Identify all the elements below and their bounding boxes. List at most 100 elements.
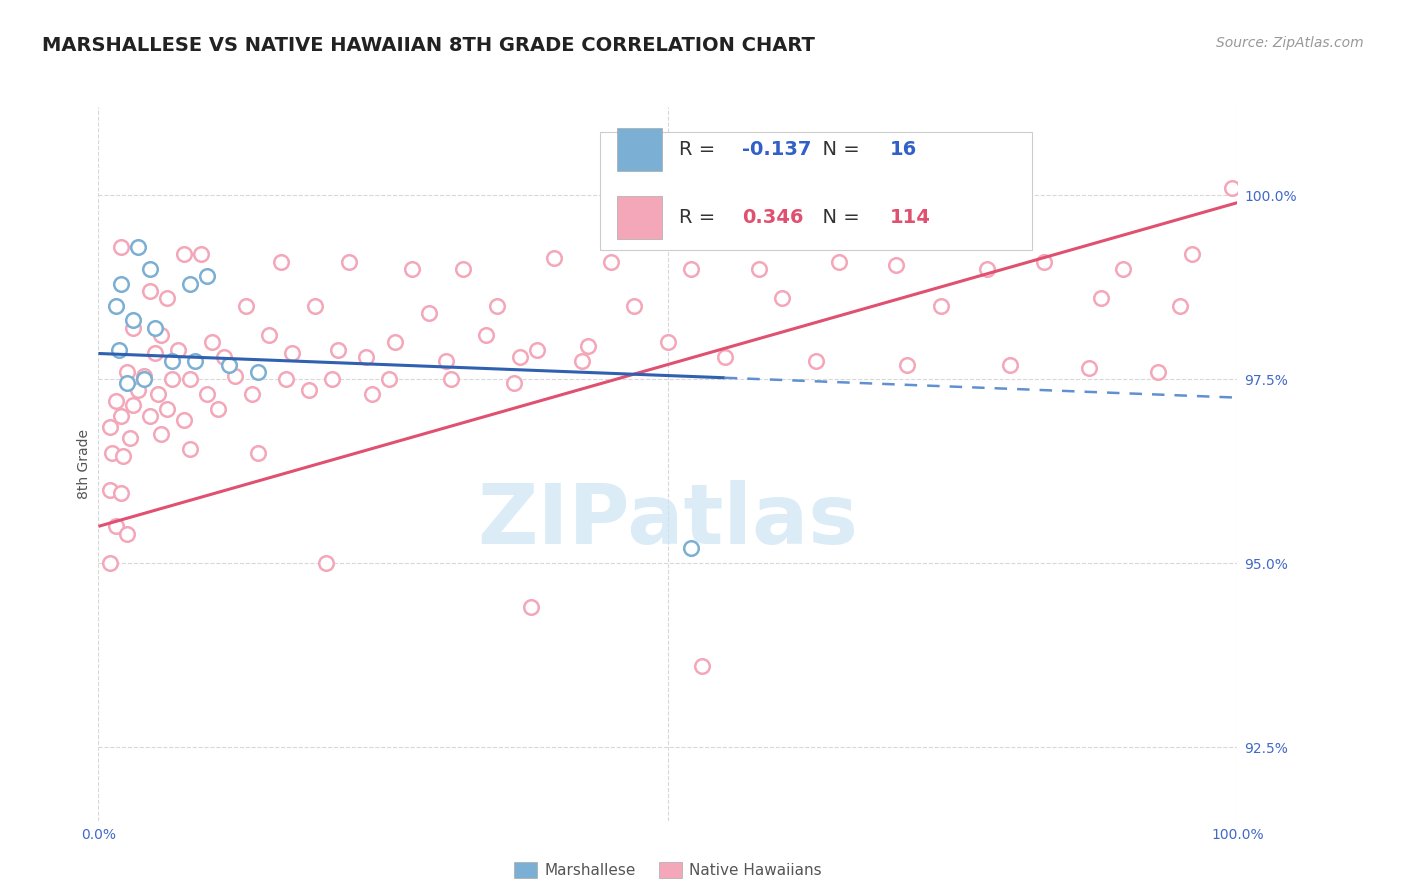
- Point: [896, 358, 918, 372]
- Point: [110, 409, 132, 423]
- Point: [173, 413, 195, 427]
- Point: [235, 299, 257, 313]
- Point: [451, 261, 474, 276]
- Point: [121, 398, 143, 412]
- Point: [1112, 261, 1135, 276]
- Point: [326, 343, 349, 357]
- Point: [337, 254, 360, 268]
- Point: [418, 306, 440, 320]
- Bar: [617, 196, 662, 239]
- Point: [240, 387, 263, 401]
- Point: [679, 261, 702, 276]
- Point: [190, 247, 212, 261]
- Point: [434, 354, 457, 368]
- Point: [108, 343, 131, 357]
- Point: [104, 299, 127, 313]
- Text: N =: N =: [810, 208, 866, 227]
- Point: [690, 659, 713, 673]
- Point: [1170, 299, 1192, 313]
- Point: [115, 526, 138, 541]
- Point: [121, 320, 143, 334]
- Point: [127, 240, 149, 254]
- Point: [145, 346, 167, 360]
- Point: [543, 251, 565, 265]
- Point: [132, 368, 155, 383]
- Point: [146, 387, 169, 401]
- Point: [110, 240, 132, 254]
- Legend: Marshallese, Native Hawaiians: Marshallese, Native Hawaiians: [508, 856, 828, 884]
- Point: [179, 277, 201, 291]
- Point: [401, 261, 423, 276]
- Point: [138, 261, 160, 276]
- Point: [173, 247, 195, 261]
- Point: [657, 335, 679, 350]
- Point: [98, 556, 121, 570]
- Text: Source: ZipAtlas.com: Source: ZipAtlas.com: [1216, 36, 1364, 50]
- Point: [321, 372, 343, 386]
- Point: [354, 350, 377, 364]
- Point: [246, 446, 269, 460]
- Point: [110, 277, 132, 291]
- Point: [360, 387, 382, 401]
- Point: [195, 387, 218, 401]
- Point: [98, 420, 121, 434]
- Point: [167, 343, 190, 357]
- Text: ZIPatlas: ZIPatlas: [478, 481, 858, 561]
- Text: R =: R =: [679, 208, 721, 227]
- Point: [1181, 247, 1204, 261]
- Point: [486, 299, 509, 313]
- Point: [104, 519, 127, 533]
- Point: [884, 258, 907, 272]
- Point: [440, 372, 463, 386]
- Point: [162, 354, 184, 368]
- Point: [156, 401, 179, 416]
- Point: [384, 335, 406, 350]
- Point: [276, 372, 298, 386]
- Point: [104, 394, 127, 409]
- Point: [378, 372, 401, 386]
- Point: [270, 254, 292, 268]
- Point: [115, 376, 138, 390]
- Point: [138, 409, 160, 423]
- Point: [115, 365, 138, 379]
- Point: [1078, 361, 1101, 376]
- Point: [110, 486, 132, 500]
- Point: [748, 261, 770, 276]
- Bar: [617, 128, 662, 171]
- Point: [600, 254, 623, 268]
- Point: [162, 372, 184, 386]
- Point: [120, 431, 142, 445]
- Point: [179, 372, 201, 386]
- Point: [526, 343, 548, 357]
- Point: [207, 401, 229, 416]
- Text: 0.346: 0.346: [742, 208, 803, 227]
- Point: [218, 358, 240, 372]
- Text: 16: 16: [890, 140, 917, 160]
- Point: [101, 446, 124, 460]
- Point: [127, 384, 149, 398]
- Point: [212, 350, 235, 364]
- Point: [281, 346, 304, 360]
- Point: [298, 384, 321, 398]
- Point: [571, 354, 593, 368]
- Point: [304, 299, 326, 313]
- Point: [195, 269, 218, 284]
- Text: R =: R =: [679, 140, 721, 160]
- Point: [804, 354, 827, 368]
- Point: [138, 284, 160, 298]
- Point: [224, 368, 246, 383]
- Point: [179, 442, 201, 457]
- Y-axis label: 8th Grade: 8th Grade: [77, 429, 91, 499]
- Point: [828, 254, 851, 268]
- Point: [1220, 181, 1243, 195]
- Point: [121, 313, 143, 327]
- Point: [184, 354, 207, 368]
- Point: [714, 350, 737, 364]
- Point: [246, 365, 269, 379]
- FancyBboxPatch shape: [599, 132, 1032, 250]
- Point: [201, 335, 224, 350]
- Point: [150, 427, 173, 442]
- Point: [509, 350, 531, 364]
- Point: [1032, 254, 1054, 268]
- Text: 114: 114: [890, 208, 931, 227]
